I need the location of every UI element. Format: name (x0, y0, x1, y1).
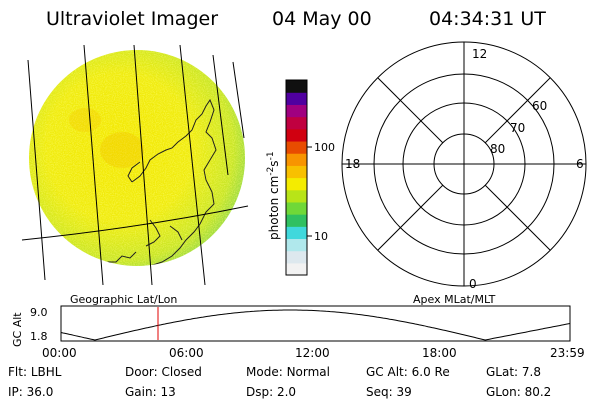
status-flt: Flt: LBHL (8, 365, 62, 379)
colorbar-swatch (286, 189, 307, 203)
status-dsp: Dsp: 2.0 (246, 385, 296, 399)
status-gain: Gain: 13 (125, 385, 176, 399)
colorbar-swatch (286, 140, 307, 154)
status-ip: IP: 36.0 (8, 385, 53, 399)
timeline-xtick-0600: 06:00 (169, 346, 204, 360)
right-map-label: Apex MLat/MLT (413, 293, 496, 306)
instrument-title: Ultraviolet Imager (46, 8, 218, 30)
status-glon: GLon: 80.2 (486, 385, 551, 399)
mlt-label-6: 6 (576, 157, 584, 171)
colorbar-swatch (286, 92, 307, 105)
mlt-label-0: 0 (469, 277, 477, 291)
status-mode: Mode: Normal (246, 365, 330, 379)
colorbar-swatch (286, 262, 307, 276)
time-label: 04:34:31 UT (429, 8, 546, 30)
colorbar-swatch (286, 104, 307, 118)
timeline-xtick-1200: 12:00 (295, 346, 330, 360)
colorbar-swatch (286, 238, 307, 252)
left-map-label: Geographic Lat/Lon (70, 293, 177, 306)
status-panel: Flt: LBHL Door: Closed Mode: Normal GC A… (8, 365, 551, 399)
colorbar-swatch (286, 214, 307, 227)
lat-label-70: 70 (510, 121, 525, 135)
colorbar-swatch (286, 153, 307, 166)
colorbar-tick-10: 10 (314, 230, 328, 243)
lat-label-60: 60 (532, 99, 547, 113)
colorbar-swatch (286, 201, 307, 215)
colorbar-swatch (286, 116, 307, 130)
timeline-xtick-2359: 23:59 (550, 346, 585, 360)
timeline-xtick-0000: 00:00 (42, 346, 77, 360)
mlt-label-12: 12 (472, 47, 487, 61)
gc-alt-axis-label: GC Alt (11, 312, 24, 347)
colorbar: 100 10 photon cm-2s-1 (266, 79, 335, 276)
status-glat: GLat: 7.8 (486, 365, 541, 379)
status-door: Door: Closed (125, 365, 202, 379)
colorbar-swatch (286, 165, 307, 179)
timeline-xtick-1800: 18:00 (422, 346, 457, 360)
colorbar-swatch (286, 250, 307, 264)
colorbar-swatch (286, 80, 307, 93)
colorbar-swatch (286, 177, 307, 191)
polar-plot (341, 41, 587, 287)
mlt-label-18: 18 (345, 157, 360, 171)
timeline-plot: GC Alt 9.0 1.8 00:00 06:00 12:00 18:00 2… (11, 305, 585, 360)
timeline-ytick-max: 9.0 (30, 306, 48, 319)
status-gc-alt: GC Alt: 6.0 Re (366, 365, 450, 379)
status-seq: Seq: 39 (366, 385, 412, 399)
timeline-ytick-min: 1.8 (30, 330, 48, 343)
colorbar-swatch (286, 128, 307, 142)
colorbar-unit: photon cm-2s-1 (266, 151, 281, 240)
lat-label-80: 80 (490, 142, 505, 156)
date-label: 04 May 00 (272, 8, 372, 30)
colorbar-swatch (286, 226, 307, 240)
colorbar-tick-100: 100 (314, 141, 335, 154)
earth-image (21, 44, 249, 286)
